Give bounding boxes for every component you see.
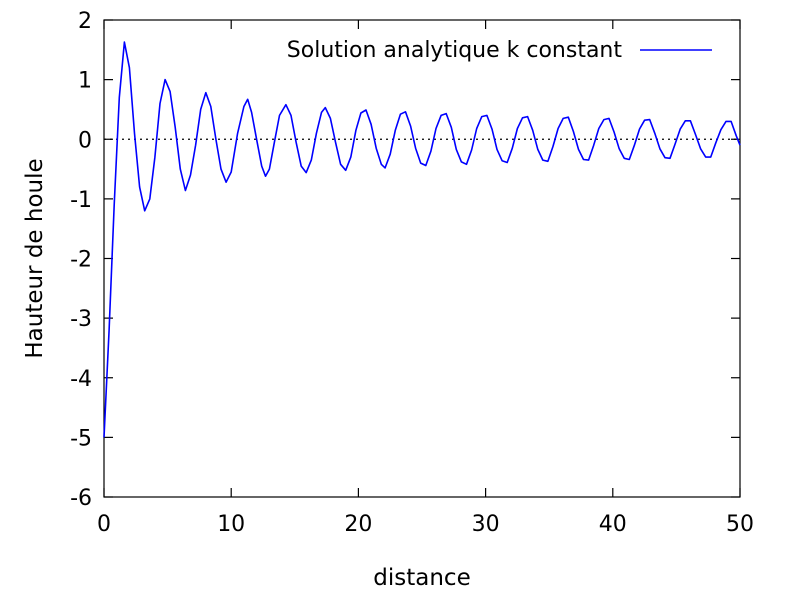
- y-tick-label: -4: [70, 367, 92, 392]
- y-tick-label: -5: [70, 426, 92, 451]
- x-tick-label: 10: [217, 512, 245, 537]
- x-tick-label: 50: [726, 512, 754, 537]
- x-tick-label: 40: [599, 512, 627, 537]
- x-tick-label: 30: [472, 512, 500, 537]
- legend-label: Solution analytique k constant: [287, 38, 623, 63]
- y-tick-label: 2: [78, 9, 92, 34]
- x-axis-label: distance: [373, 565, 470, 591]
- x-tick-label: 0: [97, 512, 111, 537]
- plot-frame: [103, 19, 741, 498]
- y-tick-label: -2: [70, 248, 92, 273]
- y-tick-label: -3: [70, 307, 92, 332]
- legend: Solution analytique k constant: [287, 38, 712, 63]
- plot-border: [103, 19, 741, 498]
- y-tick-label: 1: [78, 69, 92, 94]
- series-line: [103, 41, 741, 438]
- x-tick-label: 20: [344, 512, 372, 537]
- y-tick-label: -6: [70, 486, 92, 511]
- y-axis-label: Hauteur de houle: [22, 158, 48, 358]
- series-lines: [103, 41, 741, 438]
- y-tick-label: -1: [70, 188, 92, 213]
- y-tick-label: 0: [78, 128, 92, 153]
